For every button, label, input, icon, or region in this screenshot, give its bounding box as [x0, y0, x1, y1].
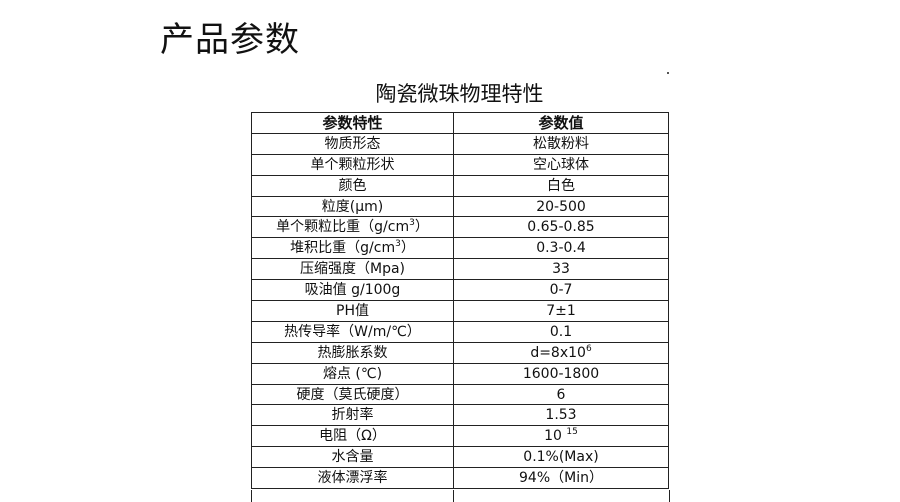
- table-row: 单个颗粒形状 空心球体: [251, 153, 669, 176]
- parameter-value-cell: 7±1: [453, 300, 669, 322]
- parameter-name-cell: 电阻（Ω）: [251, 425, 454, 448]
- parameter-name-cell: 折射率: [251, 404, 454, 427]
- table-row: 单个颗粒比重（g/cm3） 0.65-0.85: [251, 216, 669, 239]
- parameter-value-cell: 0-7: [453, 279, 669, 302]
- parameter-value-cell: d=8x106: [453, 341, 669, 364]
- table-row: 硬度（莫氏硬度） 6: [251, 383, 669, 406]
- table-header-row: 参数特性 参数值: [251, 112, 669, 134]
- parameter-value-cell: 0.1%(Max): [453, 446, 669, 469]
- table-row: 液体漂浮率 94%（Min）: [251, 467, 669, 490]
- parameter-name-cell: 热传导率（W/m/℃）: [251, 320, 454, 343]
- parameter-name-cell: 硬度（莫氏硬度）: [251, 383, 454, 406]
- table-title: 陶瓷微珠物理特性: [375, 82, 544, 106]
- parameter-value-cell: 空心球体: [453, 153, 669, 176]
- parameter-name-cell: 颜色: [251, 174, 454, 197]
- table-row: 堆积比重（g/cm3） 0.3-0.4: [251, 237, 669, 260]
- parameter-value-cell: 33: [453, 258, 669, 281]
- parameter-name-cell: 粒度(μm): [251, 195, 454, 218]
- parameter-value-cell: 松散粉料: [453, 132, 669, 155]
- parameter-name-cell: 液体漂浮率: [251, 467, 454, 490]
- table-row: 物质形态 松散粉料: [251, 132, 669, 155]
- table-row: 熔点 (℃) 1600-1800: [251, 362, 669, 385]
- parameter-name-cell: 物质形态: [251, 132, 454, 155]
- parameter-name-cell: 压缩强度（Mpa): [251, 258, 454, 281]
- table-row: 压缩强度（Mpa) 33: [251, 258, 669, 281]
- table-row: 颜色 白色: [251, 174, 669, 197]
- parameter-value-cell: 20-500: [453, 195, 669, 218]
- table-row: PH值 7±1: [251, 300, 669, 322]
- parameter-name-cell: 单个颗粒形状: [251, 153, 454, 176]
- table-row: 电阻（Ω） 10 15: [251, 425, 669, 448]
- parameter-value-cell: 0.65-0.85: [453, 216, 669, 239]
- table-row: 折射率 1.53: [251, 404, 669, 427]
- parameter-value-cell: 6: [453, 383, 669, 406]
- parameter-value-cell: 白色: [453, 174, 669, 197]
- header-value: 参数值: [453, 112, 669, 134]
- parameter-name-cell: 熔点 (℃): [251, 362, 454, 385]
- parameter-value-cell: 1.53: [453, 404, 669, 427]
- parameter-name-cell: 热膨胀系数: [251, 341, 454, 364]
- parameter-value-cell: 94%（Min）: [453, 467, 669, 490]
- parameter-name-cell: 堆积比重（g/cm3）: [251, 237, 454, 260]
- table-row: 热传导率（W/m/℃） 0.1: [251, 320, 669, 343]
- parameter-value-cell: 1600-1800: [453, 362, 669, 385]
- parameter-name-cell: 单个颗粒比重（g/cm3）: [251, 216, 454, 239]
- table-row: 水含量 0.1%(Max): [251, 446, 669, 469]
- page-title: 产品参数: [160, 20, 300, 60]
- table-row: 热膨胀系数 d=8x106: [251, 341, 669, 364]
- parameter-name-cell: 水含量: [251, 446, 454, 469]
- header-parameter: 参数特性: [251, 112, 454, 134]
- parameter-name-cell: 吸油值 g/100g: [251, 279, 454, 302]
- parameter-value-cell: 0.3-0.4: [453, 237, 669, 260]
- spec-table: 参数特性 参数值 物质形态 松散粉料 单个颗粒形状 空心球体 颜色 白色 粒度(μm) 20-…: [251, 112, 669, 490]
- parameter-name-cell: PH值: [251, 300, 454, 322]
- table-row: 粒度(μm) 20-500: [251, 195, 669, 218]
- parameter-value-cell: 10 15: [453, 425, 669, 448]
- decorative-dot: [667, 72, 669, 74]
- table-row: 吸油值 g/100g 0-7: [251, 279, 669, 302]
- table-continuation: [251, 490, 670, 502]
- parameter-value-cell: 0.1: [453, 320, 669, 343]
